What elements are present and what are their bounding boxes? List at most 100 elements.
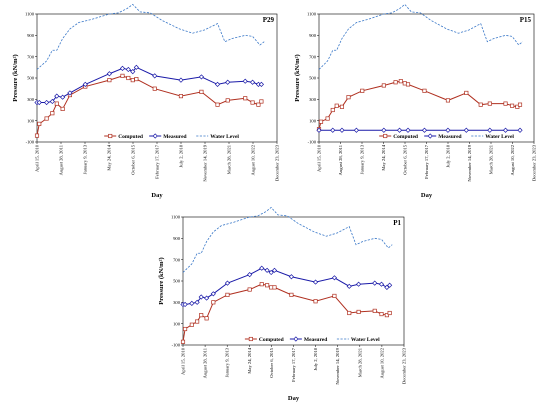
data-point-computed <box>250 100 255 105</box>
data-point-measured <box>258 81 264 87</box>
data-point-computed <box>372 308 377 313</box>
data-point-measured <box>259 265 265 271</box>
data-point-computed <box>517 102 523 107</box>
data-point-measured <box>381 127 387 133</box>
data-point-measured <box>339 127 345 133</box>
x-tick-label: January 9, 2013 <box>225 347 231 377</box>
data-point-computed <box>445 98 451 103</box>
legend-marker-computed <box>383 133 388 139</box>
legend-label-measured: Measured <box>438 134 461 140</box>
legend-label-computed: Computed <box>259 337 284 343</box>
y-tick-label: 300 <box>173 300 181 305</box>
legend-label-measured: Measured <box>304 337 327 343</box>
data-point-computed <box>199 89 204 94</box>
data-point-measured <box>225 79 231 85</box>
data-point-computed <box>325 116 330 121</box>
data-point-measured <box>249 79 256 85</box>
y-tick-label: -100 <box>26 140 35 145</box>
data-point-computed <box>318 119 324 124</box>
data-point-computed <box>330 107 335 113</box>
data-point-measured <box>331 275 338 281</box>
x-tick-label: July 2, 2018 <box>313 347 319 370</box>
data-point-computed <box>398 79 403 84</box>
y-tick-label: 1100 <box>307 12 317 17</box>
data-point-measured <box>44 99 50 106</box>
data-point-measured <box>36 99 42 106</box>
data-point-computed <box>422 88 427 93</box>
y-tick-label: -100 <box>172 343 181 348</box>
data-point-computed <box>189 322 194 327</box>
y-tick-label: 500 <box>309 76 317 81</box>
x-tick-label: April 15, 2010 <box>181 347 187 375</box>
data-point-measured <box>268 269 274 276</box>
data-point-measured <box>119 65 126 71</box>
data-point-computed <box>381 83 386 88</box>
data-point-computed <box>247 287 252 292</box>
x-tick-label: May 24, 2014 <box>381 144 387 170</box>
data-point-computed <box>199 313 204 318</box>
data-point-measured <box>405 127 411 133</box>
x-tick-label: February 17, 2017 <box>424 144 430 179</box>
x-tick-label: August 10, 2022 <box>251 144 257 175</box>
data-point-computed <box>259 99 264 104</box>
data-point-computed <box>339 104 345 109</box>
y-tick-label: -100 <box>308 140 317 145</box>
data-point-computed <box>332 293 337 298</box>
data-point-computed <box>259 282 264 287</box>
data-point-computed <box>503 101 508 106</box>
data-point-measured <box>125 66 131 73</box>
data-point-computed <box>387 310 392 316</box>
data-point-computed <box>44 116 49 121</box>
data-point-computed <box>393 80 398 85</box>
panel-label: P29 <box>263 16 275 24</box>
data-point-measured <box>264 267 270 273</box>
y-tick-label: 1100 <box>171 215 181 220</box>
data-point-measured <box>198 294 204 300</box>
panel-label: P1 <box>393 219 401 227</box>
data-point-measured <box>445 127 451 133</box>
plot-frame <box>36 13 278 143</box>
legend-marker-computed <box>248 336 253 342</box>
y-tick-label: 700 <box>27 54 35 59</box>
series-line-water-level <box>182 206 393 273</box>
legend-label-water-level: Water Level <box>351 337 380 343</box>
data-point-measured <box>224 280 231 286</box>
series-line-water-level <box>318 3 523 70</box>
data-point-measured <box>67 90 73 96</box>
x-tick-label: October 6, 2015 <box>403 144 409 174</box>
data-point-measured <box>330 127 336 133</box>
legend-label-computed: Computed <box>393 134 418 140</box>
data-point-measured <box>346 283 352 289</box>
legend-label-computed: Computed <box>118 134 143 140</box>
data-point-measured <box>194 299 200 305</box>
y-tick-label: 700 <box>309 54 317 59</box>
x-tick-label: August 10, 2022 <box>379 347 385 378</box>
data-point-measured <box>247 272 253 278</box>
data-point-measured <box>82 81 88 87</box>
data-point-computed <box>126 75 131 81</box>
data-point-computed <box>130 78 135 83</box>
x-tick-label: April 15, 2010 <box>35 144 41 172</box>
y-tick-label: 900 <box>27 33 35 38</box>
x-tick-label: December 23, 2023 <box>402 347 408 384</box>
data-point-measured <box>214 81 221 87</box>
x-axis-title: Day <box>151 192 163 199</box>
x-tick-label: October 6, 2015 <box>131 144 137 174</box>
x-tick-label: November 14, 2019 <box>335 347 341 384</box>
series-line-computed <box>36 75 262 136</box>
data-point-computed <box>60 106 65 111</box>
data-point-computed <box>54 101 59 106</box>
series-line-water-level <box>36 3 265 70</box>
x-tick-label: December 23, 2023 <box>275 144 281 181</box>
x-axis-title: Day <box>421 192 433 199</box>
x-tick-label: April 15, 2010 <box>317 144 323 172</box>
x-tick-label: December 23, 2023 <box>532 144 538 181</box>
x-tick-label: March 28, 2021 <box>357 347 363 377</box>
legend-marker-measured <box>152 133 158 139</box>
series-line-measured <box>37 66 262 104</box>
legend-marker-measured <box>293 336 299 342</box>
x-tick-label: May 24, 2014 <box>107 144 113 170</box>
data-point-computed <box>265 283 270 288</box>
data-point-measured <box>210 291 216 297</box>
